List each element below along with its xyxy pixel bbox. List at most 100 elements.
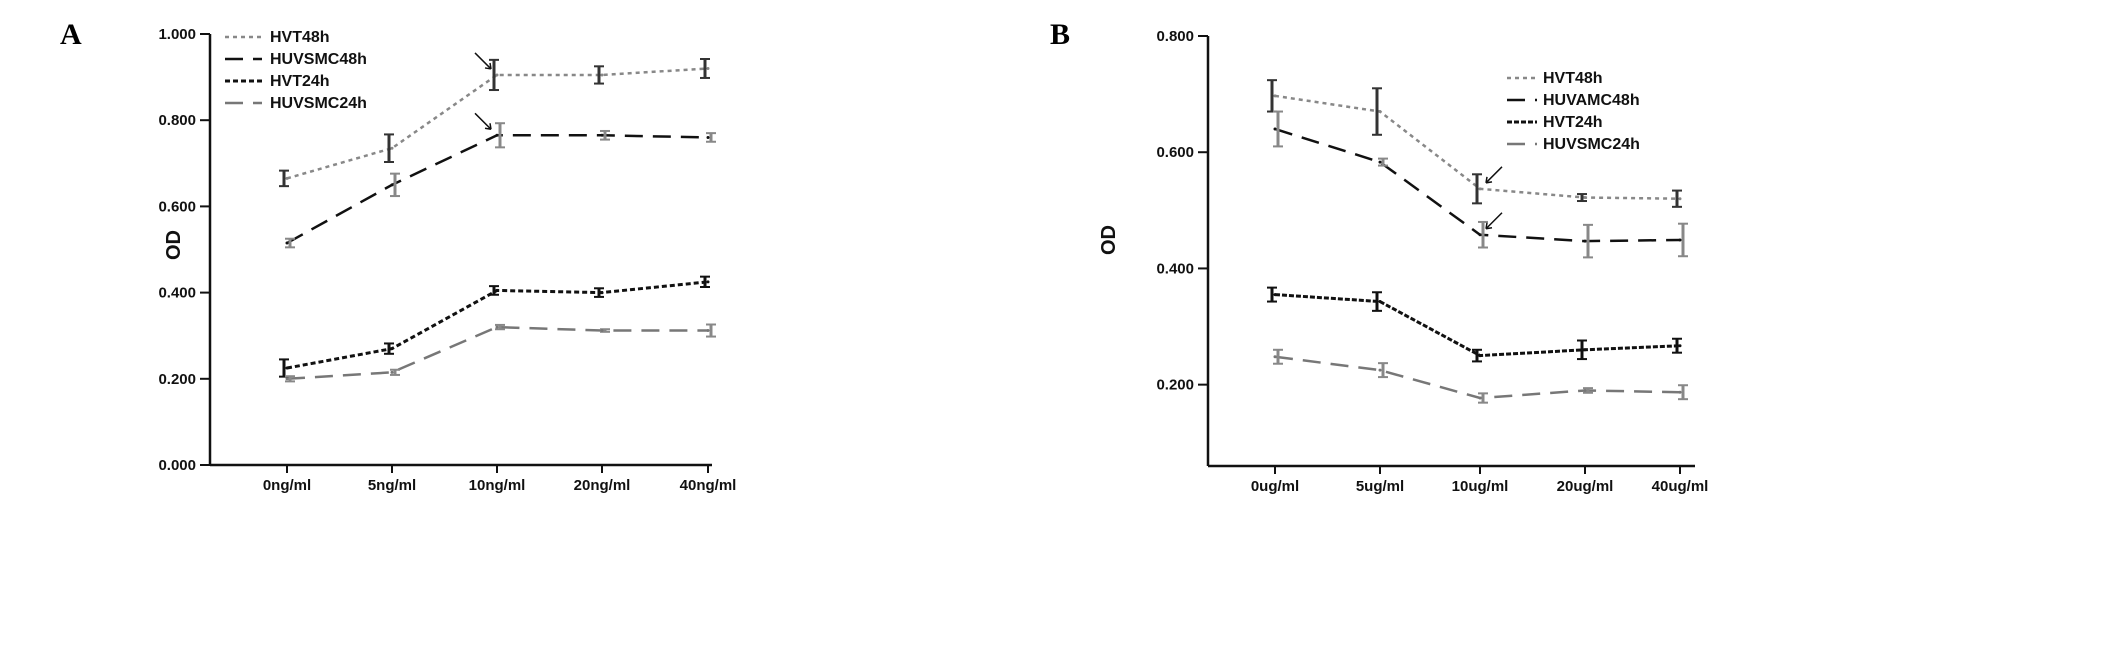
data-point xyxy=(1478,187,1482,191)
data-point xyxy=(1478,354,1482,358)
x-tick-label: 40ng/ml xyxy=(680,477,737,494)
y-tick-label: 0.200 xyxy=(158,371,196,388)
legend-item: HVT24h xyxy=(225,73,330,90)
data-point xyxy=(390,347,394,351)
y-axis-label-b: OD xyxy=(1098,225,1120,255)
y-tick-label: 0.800 xyxy=(158,112,196,129)
data-point xyxy=(706,280,710,284)
data-point xyxy=(706,66,710,70)
y-tick-label: 0.600 xyxy=(1156,144,1194,161)
data-point xyxy=(1273,293,1277,297)
legend-item: HUVSMC48h xyxy=(225,51,367,68)
data-point xyxy=(600,291,604,295)
error-bar xyxy=(594,65,604,85)
error-bar xyxy=(390,368,400,376)
data-point xyxy=(1378,160,1382,164)
data-point xyxy=(1478,233,1482,237)
annotation-arrow xyxy=(474,112,492,131)
data-point xyxy=(1583,239,1587,243)
chart-a: 0.000 0.200 0.400 0.600 0.800 1.000 0ng/ml 5ng/… xyxy=(158,26,736,494)
data-point xyxy=(600,329,604,333)
error-bar xyxy=(1678,222,1688,258)
annotation-arrow xyxy=(474,52,492,70)
series-line-hvt24h xyxy=(1274,293,1681,358)
data-point xyxy=(600,73,604,77)
legend-label: HUVAMC48h xyxy=(1543,92,1640,109)
data-point xyxy=(495,73,499,77)
legend-item: HUVSMC24h xyxy=(225,95,367,112)
data-point xyxy=(1378,368,1382,372)
data-point xyxy=(706,329,710,333)
error-bar xyxy=(1672,337,1682,354)
annotation-arrow xyxy=(1485,166,1503,184)
error-bar xyxy=(279,169,289,188)
error-bar xyxy=(1378,362,1388,379)
y-tick-label: 0.400 xyxy=(158,285,196,302)
error-bar xyxy=(706,132,716,143)
legend-item: HVT24h xyxy=(1507,114,1603,131)
data-point xyxy=(285,377,289,381)
error-bar xyxy=(495,122,505,149)
error-bar xyxy=(700,57,710,79)
data-point xyxy=(1583,348,1587,352)
error-bar xyxy=(1577,193,1587,203)
data-point xyxy=(1583,388,1587,392)
data-point xyxy=(1678,238,1682,242)
error-bar xyxy=(1378,157,1388,167)
y-axis-label-a: OD xyxy=(163,230,185,260)
y-tick-label: 1.000 xyxy=(158,26,196,43)
legend-label: HVT48h xyxy=(1543,70,1603,87)
legend-item: HVT48h xyxy=(1507,70,1603,87)
error-bar xyxy=(1267,286,1277,303)
error-bar xyxy=(1372,291,1382,312)
y-tick-label: 0.400 xyxy=(1156,260,1194,277)
panel-label-a: A xyxy=(60,18,82,51)
error-bar xyxy=(1672,189,1682,208)
error-bar xyxy=(285,237,295,249)
data-point xyxy=(495,133,499,137)
error-bar xyxy=(594,287,604,298)
error-bar xyxy=(285,375,295,383)
error-bar xyxy=(1583,223,1593,259)
data-point xyxy=(495,288,499,292)
error-bar xyxy=(706,323,716,338)
series-line-huvsmc24h xyxy=(286,325,708,381)
data-point xyxy=(1583,196,1587,200)
error-bar xyxy=(1583,387,1593,394)
legend-label: HVT24h xyxy=(270,73,330,90)
legend-label: HVT48h xyxy=(270,29,330,46)
x-tick-label: 0ug/ml xyxy=(1251,478,1299,495)
legend-label: HUVSMC24h xyxy=(1543,136,1640,153)
panel-label-b: B xyxy=(1050,18,1070,51)
error-bar xyxy=(1478,220,1488,249)
data-point xyxy=(495,325,499,329)
chart-b: 0.200 0.400 0.600 0.800 0ug/ml 5ug/ml 10ug/ml 2… xyxy=(1156,28,1708,495)
data-point xyxy=(1478,396,1482,400)
x-tick-label: 40ug/ml xyxy=(1652,478,1709,495)
series-line-huvsmc48h xyxy=(286,134,709,245)
error-bar xyxy=(390,172,400,198)
data-point xyxy=(600,133,604,137)
legend-label: HVT24h xyxy=(1543,114,1603,131)
data-point xyxy=(285,366,289,370)
error-bar xyxy=(700,275,710,288)
legend-item: HUVSMC24h xyxy=(1507,136,1640,153)
error-bar xyxy=(384,342,394,355)
legend-label: HUVSMC24h xyxy=(270,95,367,112)
error-bar xyxy=(1472,348,1482,363)
series-line-huvsmc24h xyxy=(1274,355,1681,400)
series-line-hvt48h xyxy=(286,67,709,180)
data-point xyxy=(1378,300,1382,304)
x-tick-label: 5ng/ml xyxy=(368,477,416,494)
error-bar xyxy=(600,129,610,141)
error-bar xyxy=(1372,87,1382,136)
data-point xyxy=(1273,127,1277,131)
legend-item: HVT48h xyxy=(225,29,330,46)
error-bar xyxy=(495,323,505,331)
data-point xyxy=(1378,110,1382,114)
data-point xyxy=(1273,94,1277,98)
error-bar xyxy=(1273,110,1283,148)
legend-item: HUVAMC48h xyxy=(1507,92,1640,109)
data-point xyxy=(285,176,289,180)
